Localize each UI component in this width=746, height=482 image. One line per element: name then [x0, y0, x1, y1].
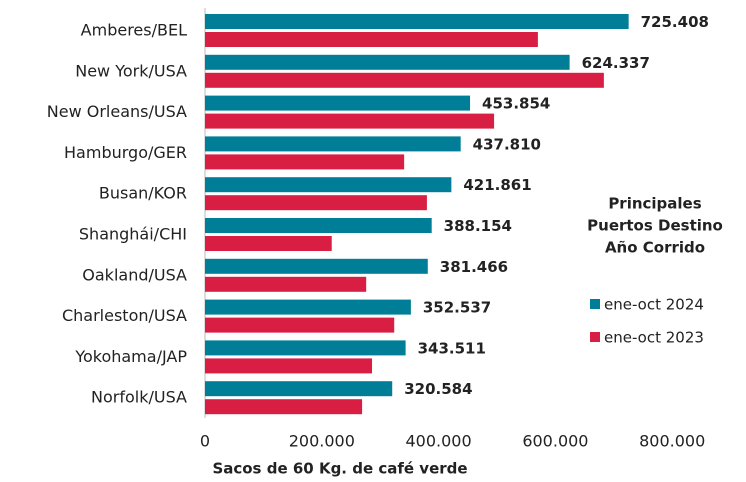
y-tick-label: Shanghái/CHI: [79, 225, 187, 244]
y-tick-label: Yokohama/JAP: [74, 347, 187, 366]
bar: [205, 14, 629, 29]
y-tick-label: Amberes/BEL: [81, 21, 187, 40]
bar: [205, 154, 405, 170]
data-label: 421.861: [463, 176, 531, 194]
x-tick-label: 0: [200, 432, 210, 451]
x-tick-label: 200.000: [289, 432, 355, 451]
legend-swatch: [590, 299, 600, 309]
bar: [205, 276, 367, 292]
legend-title: Puertos Destino: [587, 217, 723, 235]
bar: [205, 258, 428, 274]
y-tick-label: Charleston/USA: [62, 306, 187, 325]
bar: [205, 399, 363, 415]
y-tick-label: New Orleans/USA: [47, 102, 187, 121]
bar: [205, 195, 427, 211]
y-tick-label: New York/USA: [75, 61, 187, 80]
data-label: 381.466: [440, 258, 508, 276]
legend-label: ene-oct 2024: [604, 296, 704, 314]
bar: [205, 381, 393, 397]
data-label: 437.810: [473, 135, 541, 153]
bar: [205, 236, 332, 251]
bar: [205, 177, 452, 193]
bar: [205, 32, 538, 47]
bar: [205, 72, 604, 88]
x-tick-label: 400.000: [406, 432, 472, 451]
legend-title: Principales: [608, 195, 701, 213]
bar: [205, 299, 411, 315]
bar: [205, 340, 406, 356]
bar: [205, 218, 432, 233]
y-tick-label: Hamburgo/GER: [64, 143, 187, 162]
bar: [205, 317, 395, 333]
data-label: 343.511: [418, 339, 486, 357]
bar: [205, 95, 471, 111]
legend-swatch: [590, 332, 600, 342]
legend-label: ene-oct 2023: [604, 329, 704, 347]
x-tick-label: 800.000: [639, 432, 705, 451]
x-axis-label: Sacos de 60 Kg. de café verde: [212, 460, 467, 478]
data-label: 453.854: [482, 95, 550, 113]
y-tick-label: Oakland/USA: [82, 265, 187, 284]
legend-title: Año Corrido: [605, 239, 705, 257]
data-label: 320.584: [404, 380, 472, 398]
bar: [205, 113, 495, 129]
bar: [205, 54, 570, 70]
data-label: 725.408: [641, 13, 709, 31]
data-label: 388.154: [444, 217, 512, 235]
data-label: 352.537: [423, 299, 491, 317]
y-tick-label: Norfolk/USA: [91, 388, 187, 407]
x-tick-label: 600.000: [522, 432, 588, 451]
bar: [205, 136, 461, 152]
y-tick-label: Busan/KOR: [99, 184, 187, 203]
bar: [205, 358, 373, 374]
data-label: 624.337: [582, 54, 650, 72]
